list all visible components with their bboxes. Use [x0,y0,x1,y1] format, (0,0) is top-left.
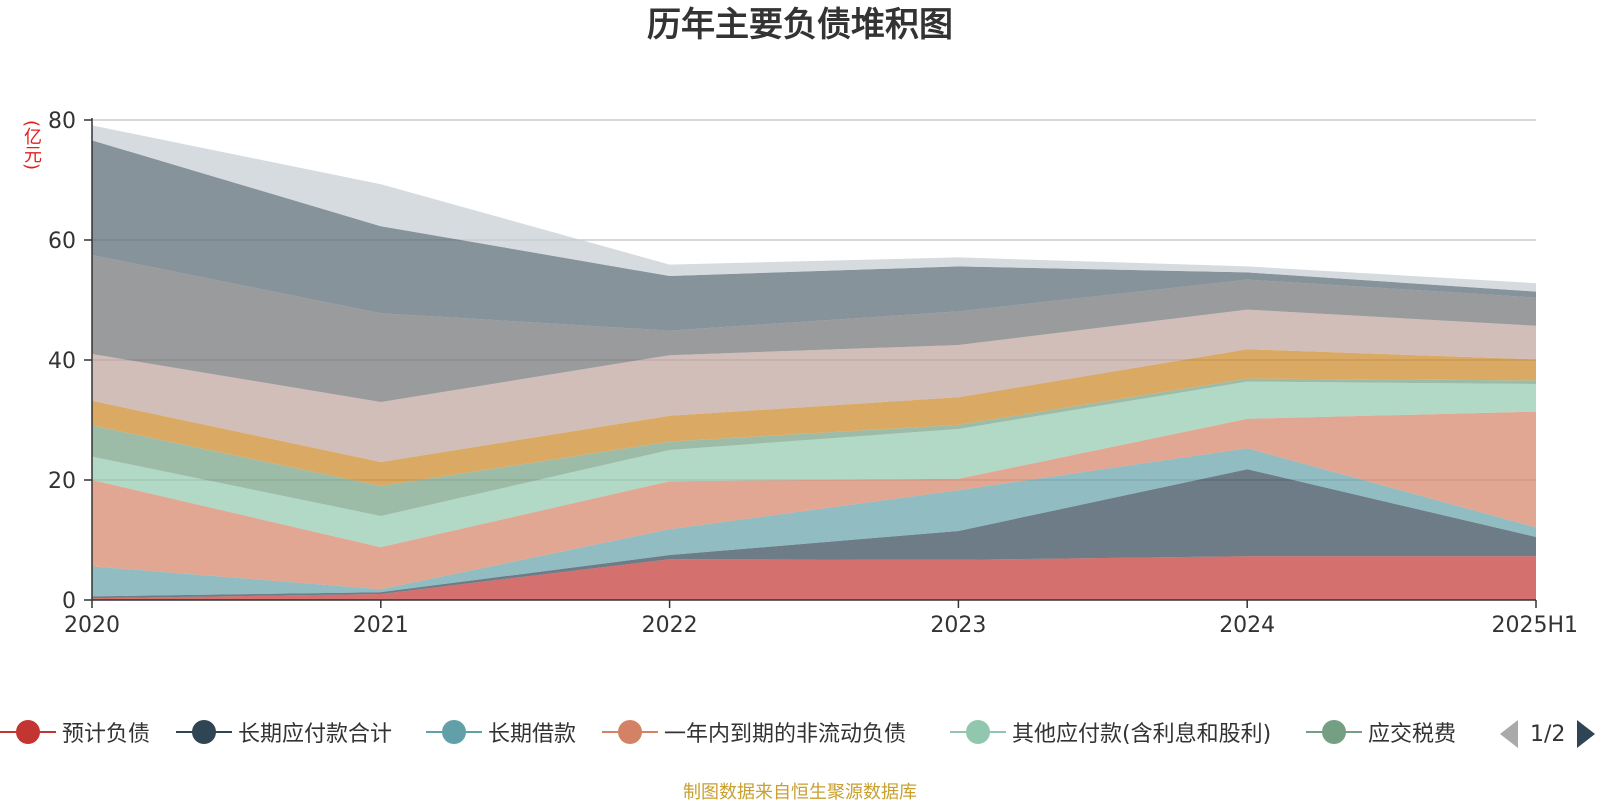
legend-marker-icon [176,710,232,754]
legend-label: 长期借款 [488,722,577,747]
legend-item[interactable]: 预计负债 [0,710,150,754]
legend-prev-page-icon[interactable] [1500,720,1518,748]
legend-next-page-icon[interactable] [1577,720,1596,748]
legend-label: 一年内到期的非流动负债 [664,722,907,747]
area-series [92,125,1536,600]
area-series-2 [92,469,1536,599]
area-series-3 [92,448,1536,597]
y-tick-label: 60 [48,229,76,254]
x-tick-label: 2025H1 [1491,613,1578,638]
area-series-10 [92,140,1536,331]
area-series-1 [92,556,1536,600]
y-tick-label: 80 [48,109,76,134]
stacked-area-chart: 0 20 40 60 80 2020 2021 2022 2023 2024 2025H1 [48,109,1578,638]
y-axis-unit-label: (亿元) [21,120,42,171]
legend-marker-icon [950,710,1006,754]
x-tick-label: 2022 [642,613,698,638]
area-series-7 [92,349,1536,486]
legend-page-indicator: 1/2 [1530,721,1566,747]
legend-marker-icon [602,710,658,754]
legend-label: 应交税费 [1368,722,1457,747]
y-tick-label: 40 [48,349,76,374]
x-tick-label: 2020 [64,613,120,638]
x-tick-label: 2024 [1219,613,1275,638]
x-tick-label: 2021 [353,613,409,638]
area-series-9 [92,255,1536,402]
legend-pager: 1/2 [1500,716,1596,752]
legend-item[interactable]: 长期借款 [426,710,576,754]
area-series-4 [92,411,1536,590]
y-tick-label: 0 [62,589,76,614]
data-source-note: 制图数据来自恒生聚源数据库 [683,782,917,803]
legend-item[interactable]: 应交税费 [1306,710,1456,754]
legend-marker-icon [1306,710,1362,754]
area-series-11 [92,125,1536,292]
legend-label: 预计负债 [62,722,151,747]
legend-label: 长期应付款合计 [238,722,393,747]
legend-item[interactable]: 一年内到期的非流动负债 [602,710,906,754]
legend-item[interactable]: 其他应付款(含利息和股利) [950,710,1271,754]
legend-marker-icon [0,710,56,754]
legend-label: 其他应付款(含利息和股利) [1012,722,1272,747]
legend-item[interactable]: 长期应付款合计 [176,710,392,754]
chart-title: 历年主要负债堆积图 [647,5,953,45]
area-series-5 [92,381,1536,548]
legend-marker-icon [426,710,482,754]
chart-legend: 预计负债 长期应付款合计 长期借款 一年内到期的非流动负债 其他应付款(含利息和股利) 应… [0,710,1600,754]
area-series-8 [92,309,1536,462]
axes: 0 20 40 60 80 2020 2021 2022 2023 2024 2025H1 [48,109,1578,638]
x-tick-label: 2023 [930,613,986,638]
area-series-6 [92,378,1536,516]
y-tick-label: 20 [48,469,76,494]
